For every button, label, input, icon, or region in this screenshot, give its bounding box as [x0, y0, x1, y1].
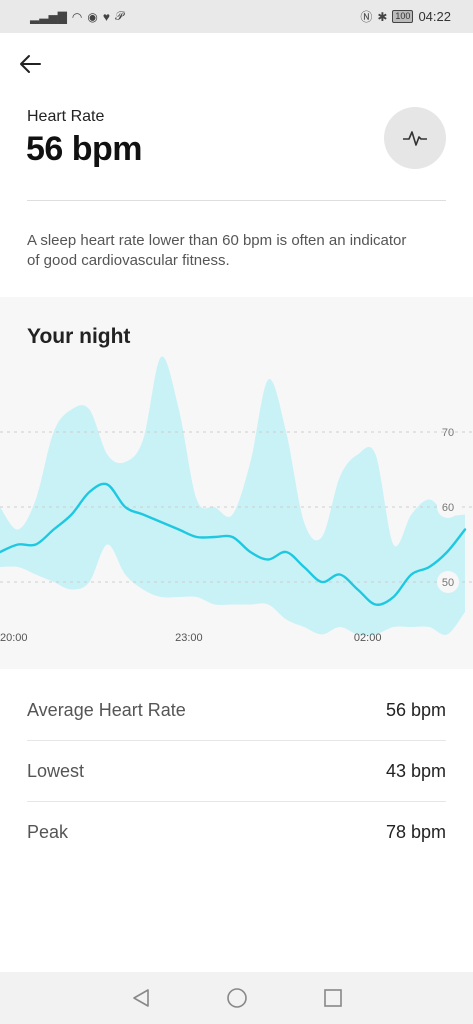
square-recents-icon	[323, 989, 342, 1007]
bluetooth-icon: ✱	[377, 9, 388, 24]
y-tick-label: 70	[442, 427, 454, 439]
nav-recents-button[interactable]	[320, 985, 346, 1011]
eye-icon: ◉	[87, 9, 98, 24]
stat-value: 78 bpm	[385, 822, 446, 842]
stat-row-average: Average Heart Rate 56 bpm	[27, 680, 446, 741]
stat-label: Peak	[27, 822, 69, 842]
nav-home-button[interactable]	[224, 985, 250, 1011]
heart-rate-chart: 70 60 50 20:00 23:00 02:00	[0, 356, 473, 644]
clock: 04:22	[418, 9, 451, 24]
stat-label: Lowest	[27, 760, 85, 781]
series-line	[0, 482, 467, 606]
tick-label-bg	[437, 571, 459, 593]
battery-icon: 100	[392, 10, 414, 23]
stats-list: Average Heart Rate 56 bpm Lowest 43 bpm …	[27, 680, 446, 863]
stat-row-lowest: Lowest 43 bpm	[27, 741, 446, 802]
nfc-icon: Ⓝ	[360, 10, 373, 24]
signal-icon: ▂▃▅▇	[30, 9, 67, 24]
description-text: A sleep heart rate lower than 60 bpm is …	[27, 232, 407, 269]
back-button[interactable]	[16, 50, 46, 78]
y-tick-label: 50	[442, 577, 454, 589]
tick-label-bg	[437, 496, 459, 518]
pulse-icon	[403, 131, 427, 146]
stat-label: Average Heart Rate	[27, 699, 186, 720]
x-tick-label: 20:00	[0, 632, 28, 644]
stat-value: 56 bpm	[385, 699, 446, 720]
arrow-left-icon	[20, 55, 41, 73]
divider	[27, 200, 446, 201]
chart-card: 70 60 50 20:00 23:00 02:00 Your night	[0, 297, 473, 669]
stat-value: 43 bpm	[385, 760, 446, 781]
stat-row-peak: Peak 78 bpm	[27, 802, 446, 863]
heart-rate-value: 56 bpm	[26, 130, 143, 168]
status-bar: ▂▃▅▇ ◠ ◉ ♥ 𝒫 Ⓝ ✱ 100 04:22	[0, 0, 473, 33]
nav-back-button[interactable]	[128, 985, 154, 1011]
x-tick-label: 02:00	[354, 632, 382, 644]
status-icons-right: Ⓝ ✱ 100 04:22	[360, 8, 451, 25]
x-tick-label: 23:00	[175, 632, 203, 644]
status-icons-left: ▂▃▅▇ ◠ ◉ ♥ 𝒫	[30, 9, 124, 24]
pulse-button[interactable]	[384, 107, 446, 169]
pinterest-icon: 𝒫	[115, 9, 124, 23]
chart-title: Your night	[27, 325, 131, 348]
triangle-back-icon	[132, 989, 149, 1007]
heart-rate-label: Heart Rate	[27, 108, 105, 125]
range-band	[0, 356, 465, 636]
wifi-icon: ◠	[71, 9, 83, 24]
heart-icon: ♥	[102, 9, 111, 24]
circle-home-icon	[226, 988, 247, 1008]
y-tick-label: 60	[442, 502, 454, 514]
navigation-bar	[0, 972, 473, 1024]
